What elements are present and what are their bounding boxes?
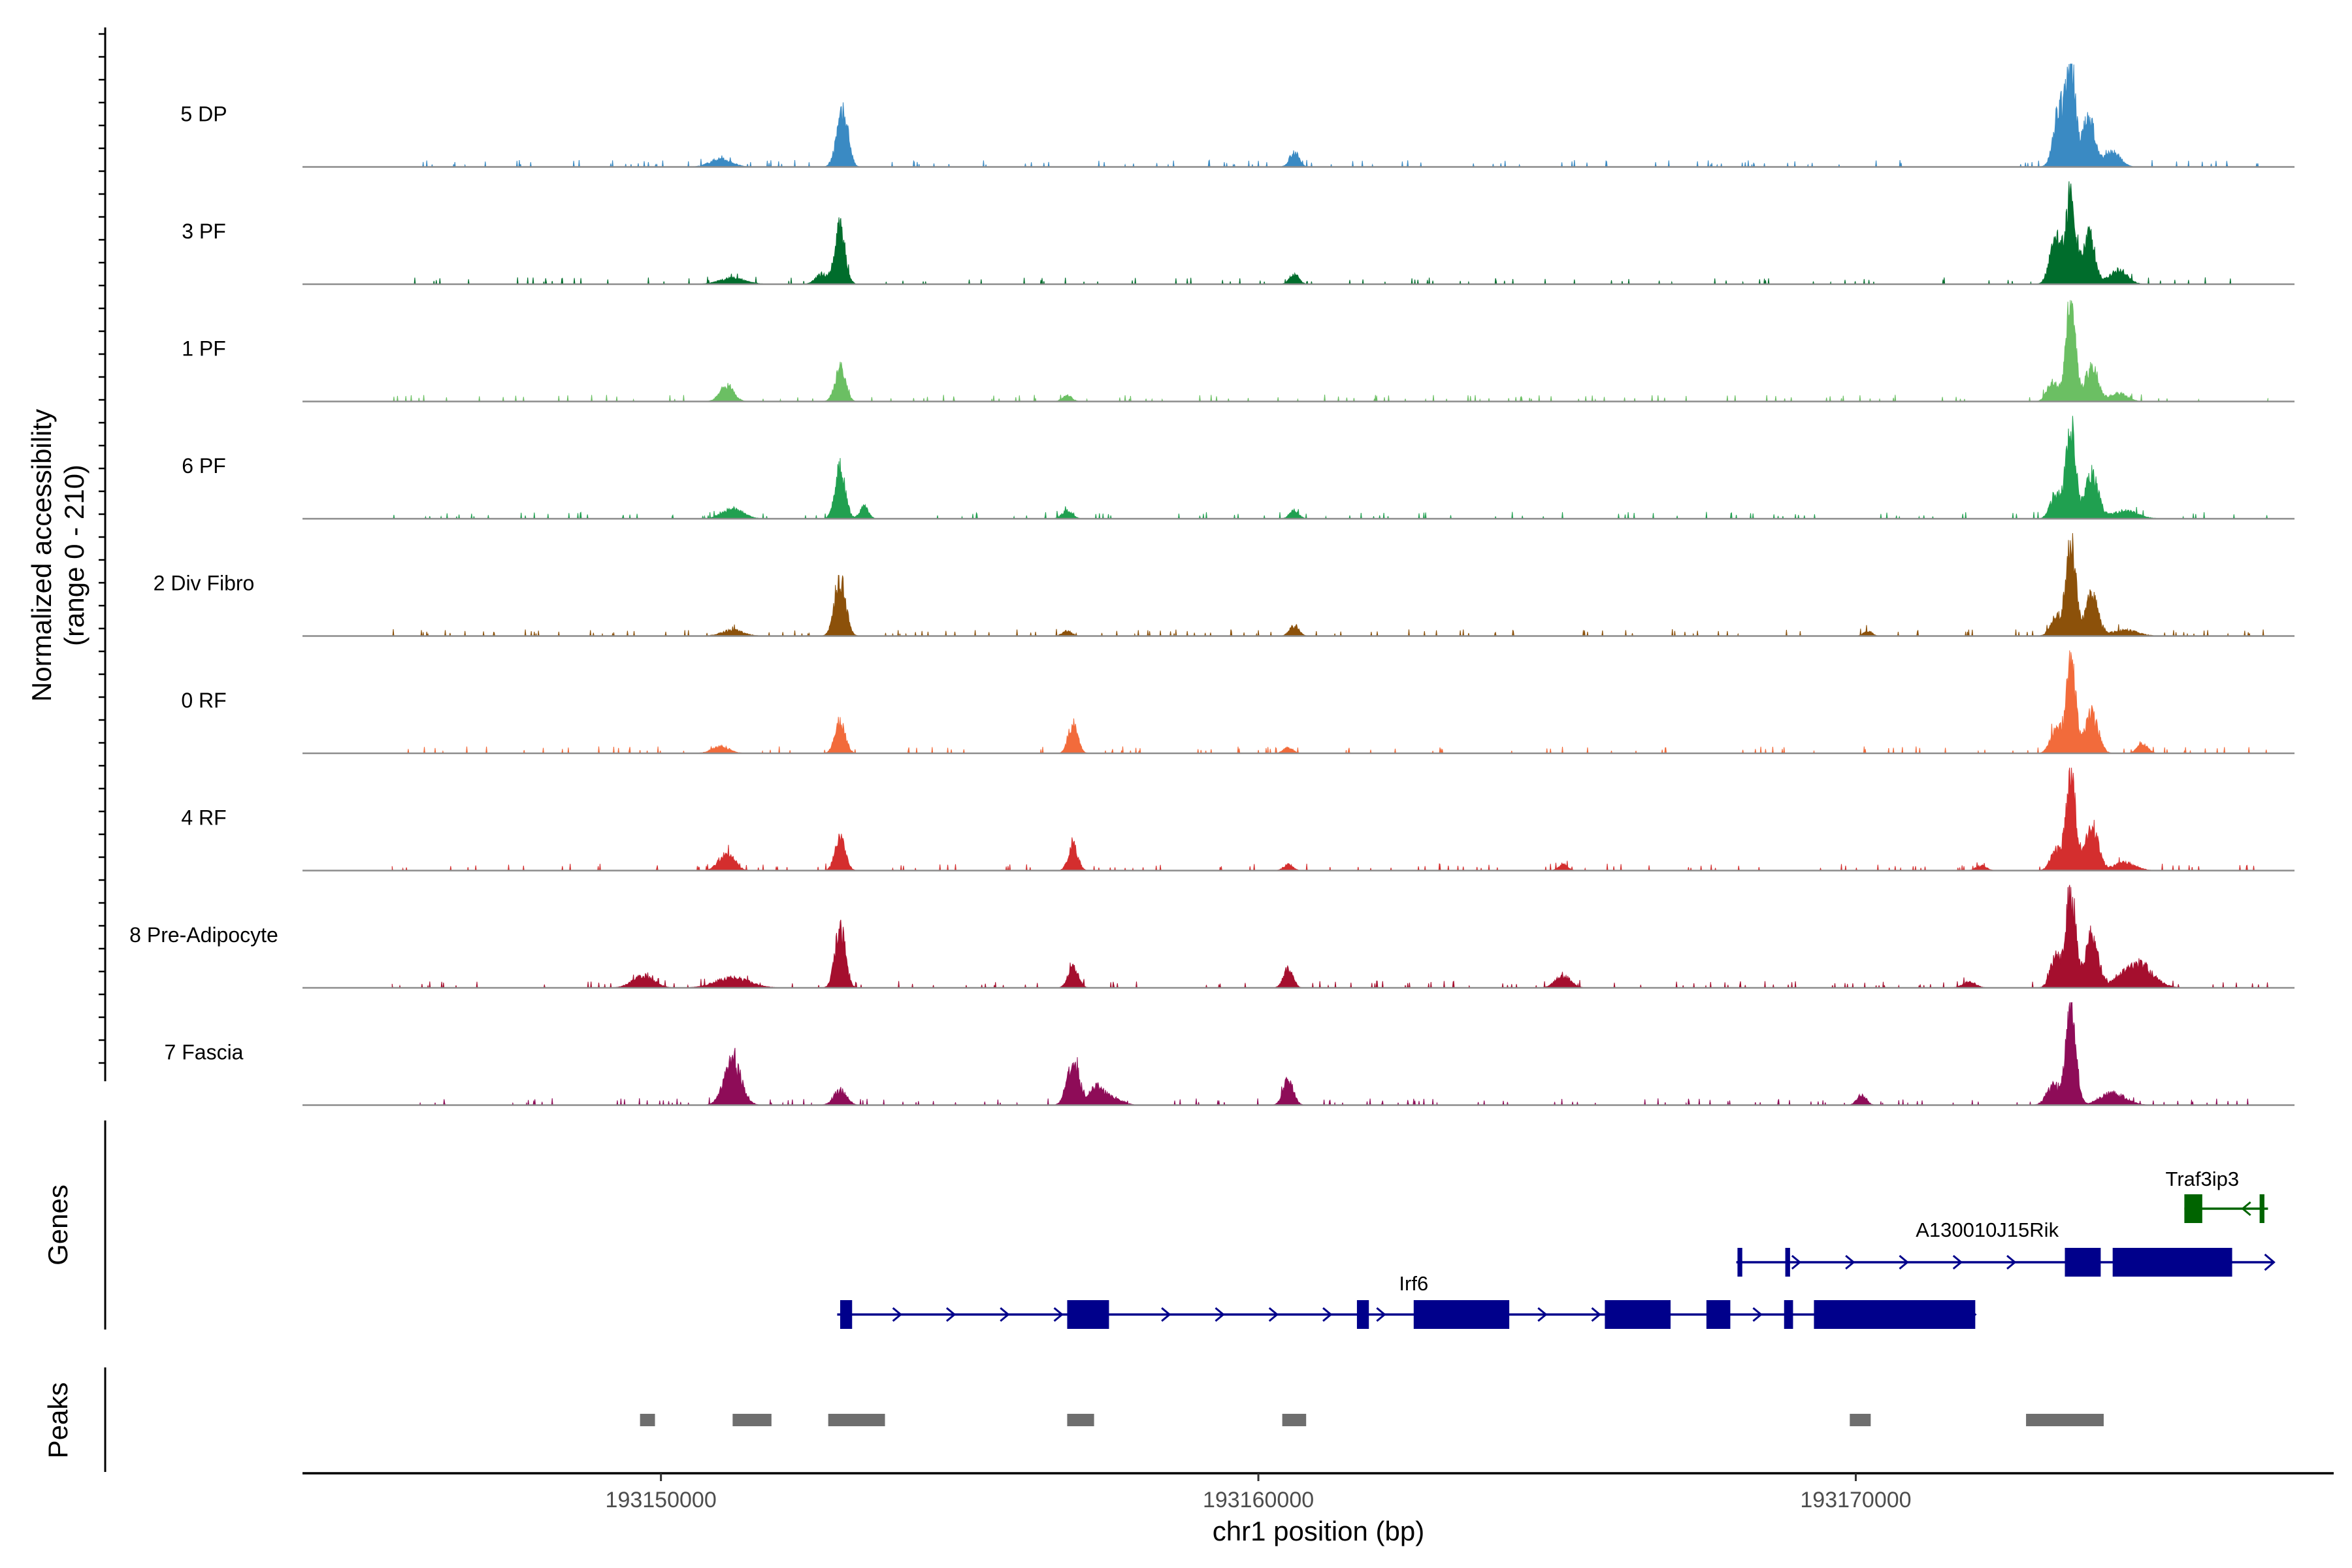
- track-0: 5 DP: [180, 63, 2295, 168]
- track-8: 7 Fascia: [165, 1002, 2295, 1106]
- gene-exon: [1784, 1300, 1793, 1329]
- y-axis-title-line2: (range 0 - 210): [59, 465, 90, 646]
- track-5: 0 RF: [181, 650, 2295, 755]
- gene-exon: [1814, 1300, 1976, 1329]
- track-area: [392, 181, 2268, 285]
- x-tick-label: 193150000: [606, 1488, 717, 1512]
- gene-label: A130010J15Rik: [1916, 1218, 2059, 1241]
- gene-exon: [1605, 1300, 1671, 1329]
- gene-exon: [1413, 1300, 1510, 1329]
- strand-arrow: [2006, 1254, 2017, 1270]
- track-1: 3 PF: [182, 181, 2295, 286]
- x-tick-label: 193160000: [1203, 1488, 1314, 1512]
- track-4: 2 Div Fibro: [154, 532, 2295, 637]
- peaks-axis-title: Peaks: [42, 1382, 73, 1459]
- gene-exon: [2065, 1248, 2101, 1277]
- track-area: [391, 885, 2268, 988]
- peak-region: [1067, 1414, 1094, 1426]
- track-label: 8 Pre-Adipocyte: [129, 923, 278, 947]
- peak-region: [1282, 1414, 1307, 1426]
- genes-axis-title: Genes: [42, 1184, 73, 1266]
- gene-Irf6: Irf6: [837, 1272, 1977, 1329]
- peak-region: [1850, 1414, 1871, 1426]
- track-3: 6 PF: [182, 416, 2295, 520]
- strand-arrow: [1591, 1307, 1601, 1322]
- strand-arrow: [1752, 1307, 1763, 1322]
- gene-exon: [2184, 1194, 2202, 1223]
- strand-arrow: [1952, 1254, 1963, 1270]
- y-axis-title-line1: Normalized accessibility: [26, 409, 57, 702]
- track-area: [392, 650, 2268, 754]
- track-label: 7 Fascia: [165, 1041, 244, 1064]
- tracks-layer: 5 DP 3 PF 1 PF 6 PF 2 Div Fibro 0 RF 4 RF 8 Pre…: [99, 27, 2295, 1106]
- strand-arrow: [1376, 1307, 1386, 1322]
- gene-A130010J15Rik: A130010J15Rik: [1736, 1218, 2276, 1277]
- track-label: 2 Div Fibro: [154, 572, 255, 595]
- track-area: [392, 300, 2268, 402]
- track-label: 6 PF: [182, 454, 226, 478]
- track-7: 8 Pre-Adipocyte: [129, 885, 2295, 989]
- strand-arrow: [1845, 1254, 1855, 1270]
- track-area: [392, 416, 2268, 519]
- strand-arrow: [1215, 1307, 1225, 1322]
- gene-exon: [1067, 1300, 1109, 1329]
- track-area: [391, 767, 2268, 872]
- gene-exon: [840, 1300, 853, 1329]
- strand-arrow: [1161, 1307, 1171, 1322]
- track-label: 0 RF: [181, 689, 226, 712]
- track-area: [392, 63, 2268, 167]
- strand-arrow: [1053, 1307, 1064, 1322]
- track-area: [392, 532, 2268, 636]
- gene-exon: [1356, 1300, 1369, 1329]
- x-axis-title: chr1 position (bp): [1213, 1516, 1425, 1546]
- strand-arrow: [1268, 1307, 1279, 1322]
- gene-exon: [2259, 1194, 2264, 1223]
- strand-arrow: [946, 1307, 956, 1322]
- track-label: 4 RF: [181, 806, 226, 830]
- strand-arrow: [1899, 1254, 1909, 1270]
- strand-arrow: [2241, 1201, 2251, 1217]
- strand-arrow: [1322, 1307, 1333, 1322]
- gene-label: Irf6: [1399, 1272, 1428, 1295]
- x-tick-label: 193170000: [1800, 1488, 1911, 1512]
- gene-exon: [1737, 1248, 1742, 1277]
- track-label: 3 PF: [182, 220, 226, 243]
- strand-arrow: [1537, 1307, 1548, 1322]
- track-label: 5 DP: [180, 103, 227, 126]
- track-2: 1 PF: [182, 300, 2295, 402]
- gene-exon: [1706, 1300, 1731, 1329]
- strand-arrow: [2264, 1253, 2276, 1271]
- peaks-layer: [104, 1367, 2104, 1472]
- peak-region: [732, 1414, 772, 1426]
- strand-arrow: [892, 1307, 903, 1322]
- track-6: 4 RF: [181, 767, 2295, 872]
- strand-arrow: [1791, 1254, 1802, 1270]
- genes-layer: Traf3ip3 A130010J15Rik Irf6: [104, 1120, 2276, 1330]
- peak-region: [828, 1414, 885, 1426]
- peak-region: [2026, 1414, 2104, 1426]
- strand-arrow: [1000, 1307, 1010, 1322]
- gene-Traf3ip3: Traf3ip3: [2166, 1168, 2268, 1223]
- peak-region: [640, 1414, 655, 1426]
- x-axis: 193150000 193160000 193170000: [302, 1472, 2334, 1512]
- track-area: [392, 1002, 2268, 1106]
- gene-exon: [1785, 1248, 1790, 1277]
- track-label: 1 PF: [182, 337, 226, 361]
- gene-exon: [2112, 1248, 2232, 1277]
- gene-label: Traf3ip3: [2166, 1168, 2240, 1190]
